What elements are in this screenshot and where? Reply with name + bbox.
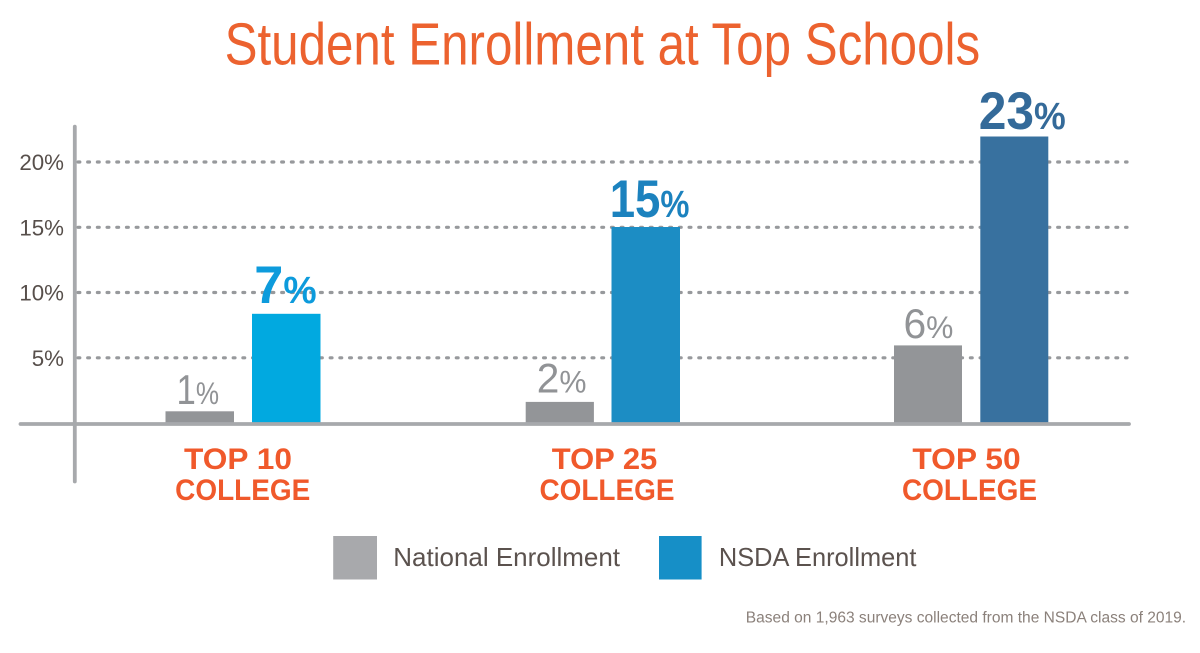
svg-text:COLLEGE: COLLEGE (539, 474, 674, 507)
svg-text:NSDA Enrollment: NSDA Enrollment (719, 542, 917, 572)
svg-text:Student Enrollment at Top Scho: Student Enrollment at Top Schools (225, 11, 981, 78)
svg-text:15%: 15% (19, 216, 64, 241)
svg-text:Based on 1,963 surveys collect: Based on 1,963 surveys collected from th… (746, 610, 1186, 627)
svg-text:TOP 25: TOP 25 (552, 443, 658, 476)
svg-text:5%: 5% (32, 346, 64, 371)
svg-text:COLLEGE: COLLEGE (902, 474, 1037, 507)
svg-text:COLLEGE: COLLEGE (175, 474, 310, 507)
svg-text:TOP 50: TOP 50 (912, 443, 1020, 476)
svg-text:TOP 10: TOP 10 (184, 443, 292, 476)
svg-text:20%: 20% (19, 150, 64, 175)
svg-text:10%: 10% (19, 281, 64, 306)
svg-text:National Enrollment: National Enrollment (393, 542, 620, 572)
